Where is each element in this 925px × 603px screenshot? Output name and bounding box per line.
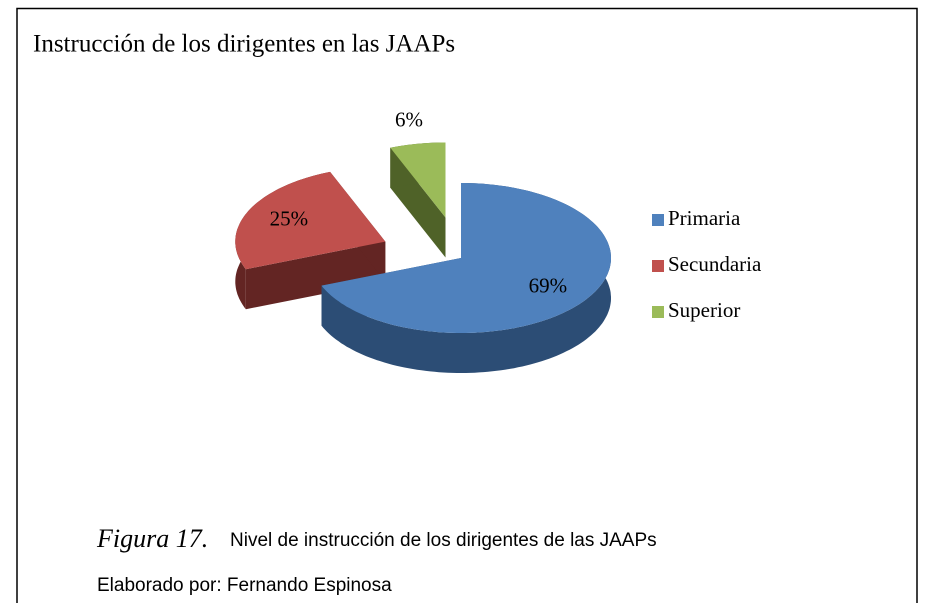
legend-label: Superior [668,298,740,322]
slice-side [245,241,386,310]
legend: Primaria Secundaria Superior [652,206,762,322]
caption-figure: Figura 17. [96,524,208,553]
legend-label: Secundaria [668,252,762,276]
data-label: 69% [529,273,568,297]
chart-title: Instrucción de los dirigentes en las JAA… [33,31,455,58]
data-label: 6% [395,108,423,132]
legend-swatch [652,306,664,318]
data-label: 25% [270,207,309,231]
chart-frame [16,7,918,603]
legend-label: Primaria [668,206,741,230]
legend-swatch [652,214,664,226]
pie: 69% 25% 6% [235,108,611,373]
slice [321,183,611,333]
caption-text: Nivel de instrucción de los dirigentes d… [230,530,657,551]
legend-swatch [652,260,664,272]
slice [235,171,386,270]
caption-author: Elaborado por: Fernando Espinosa [97,575,392,596]
slice [390,142,446,218]
